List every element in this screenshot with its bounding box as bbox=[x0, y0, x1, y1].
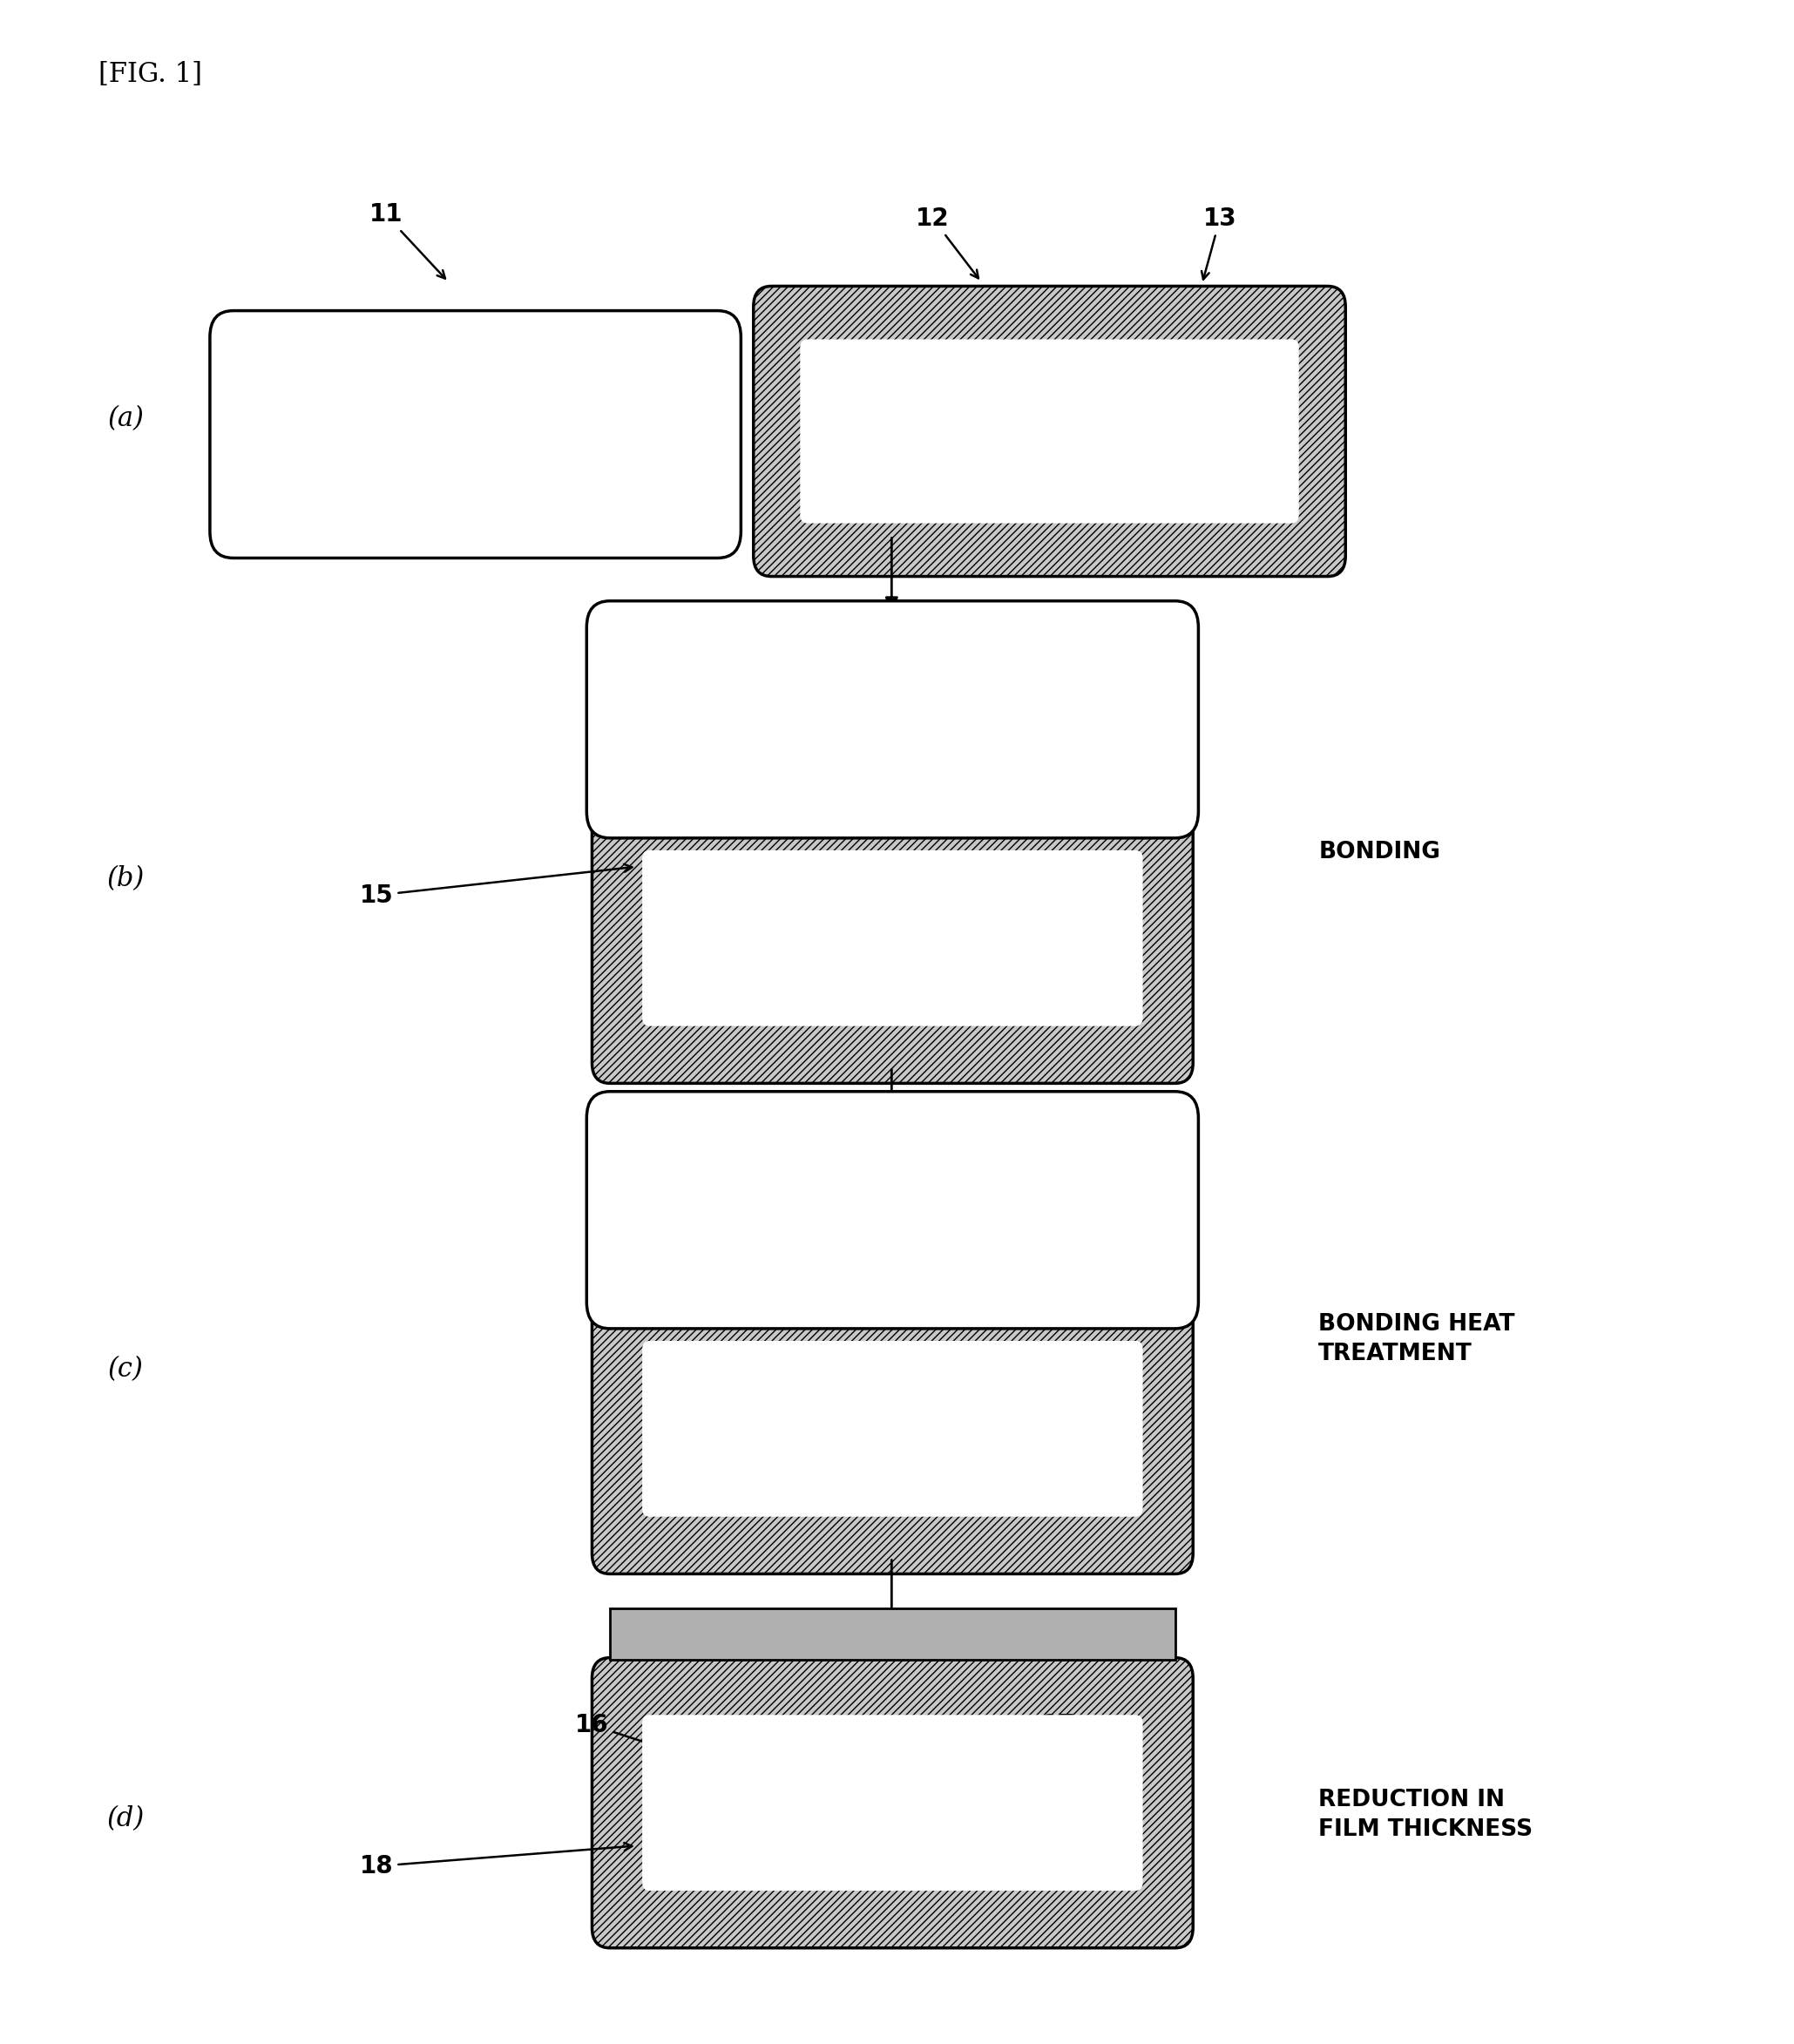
Text: (b): (b) bbox=[106, 865, 145, 893]
Text: 12: 12 bbox=[917, 206, 978, 278]
FancyBboxPatch shape bbox=[592, 1658, 1193, 1948]
FancyBboxPatch shape bbox=[587, 601, 1198, 838]
FancyBboxPatch shape bbox=[642, 850, 1143, 1026]
FancyBboxPatch shape bbox=[642, 1341, 1143, 1517]
FancyBboxPatch shape bbox=[642, 1715, 1143, 1891]
Text: 16: 16 bbox=[576, 1713, 694, 1760]
Text: 15: 15 bbox=[361, 865, 631, 908]
Text: BONDING HEAT
TREATMENT: BONDING HEAT TREATMENT bbox=[1319, 1312, 1516, 1365]
Text: (c): (c) bbox=[108, 1355, 144, 1384]
FancyBboxPatch shape bbox=[753, 286, 1346, 576]
Text: REDUCTION IN
FILM THICKNESS: REDUCTION IN FILM THICKNESS bbox=[1319, 1788, 1534, 1842]
Text: 14: 14 bbox=[594, 695, 721, 752]
FancyBboxPatch shape bbox=[592, 793, 1193, 1083]
Text: 17: 17 bbox=[956, 1713, 1075, 1760]
Text: [FIG. 1]: [FIG. 1] bbox=[99, 61, 203, 88]
Text: BONDING: BONDING bbox=[1319, 840, 1441, 865]
Text: (a): (a) bbox=[108, 405, 144, 433]
FancyBboxPatch shape bbox=[210, 311, 741, 558]
Text: 18: 18 bbox=[361, 1844, 631, 1878]
FancyBboxPatch shape bbox=[800, 339, 1299, 523]
FancyBboxPatch shape bbox=[587, 1091, 1198, 1329]
Text: (d): (d) bbox=[106, 1805, 145, 1833]
Text: 11: 11 bbox=[370, 202, 445, 278]
Text: 13: 13 bbox=[1202, 206, 1236, 280]
Bar bbox=[610, 1609, 1175, 1660]
FancyBboxPatch shape bbox=[592, 1284, 1193, 1574]
